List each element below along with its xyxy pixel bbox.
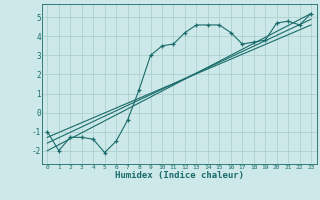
X-axis label: Humidex (Indice chaleur): Humidex (Indice chaleur) (115, 171, 244, 180)
